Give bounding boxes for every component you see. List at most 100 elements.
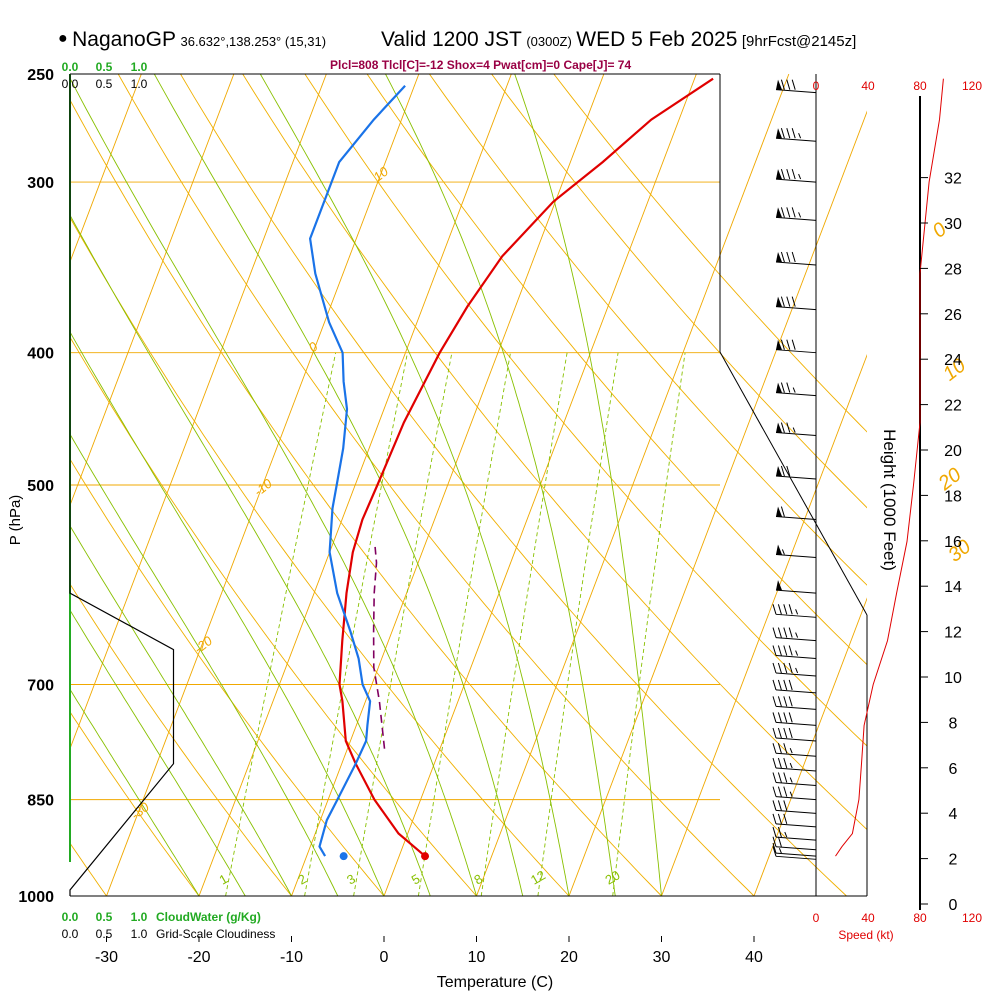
- parcel-profile: [372, 546, 386, 749]
- moist-adiabat-line: [70, 77, 477, 896]
- dry-adiabat-line: [70, 216, 570, 896]
- dry-adiabat-line: [366, 74, 867, 666]
- wind-barb-flag: [772, 846, 777, 857]
- moist-adiabat-line: [70, 688, 200, 896]
- wind-barb-flag: [783, 679, 788, 691]
- wind-barb: [775, 655, 817, 660]
- pressure-tick-label: 1000: [18, 889, 54, 906]
- mixing-ratio-label: 3: [344, 871, 358, 888]
- wind-barb-pennant: [776, 339, 782, 350]
- wind-barb-flag: [783, 813, 788, 825]
- wind-barb-flag: [791, 339, 796, 350]
- cloud-water-scale-bottom: 1.0: [131, 910, 148, 924]
- wind-barb-flag: [786, 168, 791, 180]
- wind-barb: [775, 855, 817, 860]
- wind-barb-pennant: [776, 296, 782, 307]
- moist-adiabat-line: [259, 74, 570, 896]
- wind-barb-halfflag: [798, 133, 802, 139]
- speed-tick-bottom: 40: [861, 911, 875, 925]
- wind-speed-profile: [835, 78, 944, 857]
- wind-barb-flag: [788, 727, 793, 739]
- wind-barb-flag: [783, 604, 788, 615]
- wind-barb: [775, 516, 817, 521]
- wind-barb-halfflag: [778, 847, 782, 854]
- wind-barb-flag: [786, 465, 791, 477]
- wind-barb-halfflag: [795, 632, 799, 638]
- wind-barb-flag: [777, 826, 782, 838]
- wind-barb-pennant: [776, 382, 782, 393]
- height-tick-label: 22: [944, 398, 962, 415]
- moist-adiabat-line: [70, 609, 246, 896]
- dry-adiabat-line: [70, 336, 477, 896]
- height-tick-label: 12: [944, 625, 962, 642]
- height-tick-label: 2: [949, 852, 958, 869]
- wind-barb-flag: [783, 757, 788, 769]
- moist-adiabat-line: [70, 331, 385, 896]
- valid-time: Valid 1200 JST (0300Z) WED 5 Feb 2025 [9…: [381, 28, 856, 52]
- wind-barb: [775, 721, 817, 726]
- wind-barb-halfflag: [792, 387, 796, 393]
- dry-adiabat-line: [553, 74, 867, 433]
- wind-barb-flag: [777, 604, 782, 615]
- wind-barb-halfflag: [789, 748, 793, 754]
- stability-indices: Plcl=808 Tlcl[C]=-12 Shox=4 Pwat[cm]=0 C…: [330, 58, 632, 72]
- dry-adiabat-line: [70, 711, 200, 896]
- pressure-tick-label: 500: [27, 478, 54, 495]
- wind-barb-pennant: [776, 128, 782, 139]
- wind-barb: [775, 613, 817, 618]
- wind-barb-flag: [772, 813, 777, 825]
- pressure-tick-label: 250: [27, 67, 54, 84]
- dry-adiabat-line: [242, 74, 867, 831]
- wind-barb-flag: [772, 772, 777, 783]
- wind-barb-pennant: [776, 422, 782, 433]
- cloudiness-scale-top: 0.5: [96, 77, 113, 91]
- isotherm-line: [70, 74, 327, 750]
- forecast-info: [9hrFcst@2145z]: [741, 33, 857, 50]
- temperature-profile: [338, 77, 714, 857]
- wind-barb: [775, 137, 817, 142]
- wind-barb-flag: [777, 679, 782, 691]
- wind-barb: [775, 89, 817, 94]
- wind-barb: [775, 689, 817, 694]
- wind-barb-pennant: [776, 580, 782, 591]
- dry-adiabat-line: [304, 74, 867, 747]
- wind-barb-flag: [780, 382, 785, 393]
- wind-barb-flag: [786, 422, 791, 433]
- wind-barb-halfflag: [781, 549, 785, 555]
- wind-barb-pennant: [776, 251, 782, 262]
- speed-axis-label: Speed (kt): [838, 928, 893, 942]
- wind-barb: [775, 782, 817, 787]
- header-title: ● NaganoGP 36.632°,138.253° (15,31): [58, 28, 326, 52]
- cloud-water-label: CloudWater (g/Kg): [156, 910, 261, 924]
- wind-barb-pennant: [776, 169, 782, 180]
- valid-date: WED 5 Feb 2025: [576, 28, 738, 51]
- wind-barb-flag: [780, 128, 785, 139]
- wind-barb-flag: [772, 727, 777, 739]
- moist-adiabat-line: [70, 214, 431, 896]
- wind-barb: [775, 261, 817, 266]
- moist-adiabat-line: [514, 74, 662, 896]
- utc-time: (0300Z): [526, 34, 572, 49]
- isotherm-line: [198, 74, 512, 896]
- wind-barb-halfflag: [795, 667, 799, 674]
- isotherm-label: 10: [370, 163, 391, 184]
- wind-barb-flag: [788, 662, 793, 674]
- mixing-ratio-label: 5: [409, 871, 423, 888]
- wind-barb-flag: [783, 786, 788, 797]
- cloudiness-scale-bottom: 1.0: [131, 927, 148, 941]
- speed-tick-top: 120: [962, 79, 982, 93]
- wind-barb-flag: [777, 800, 782, 811]
- wind-barb-flag: [786, 207, 791, 218]
- wind-barb: [775, 705, 817, 710]
- isotherm-line: [106, 74, 420, 896]
- wind-barb-flag: [788, 679, 793, 691]
- wind-barb-flag: [786, 296, 791, 307]
- wind-barb-flag: [777, 772, 782, 783]
- sounding-profiles: [308, 77, 714, 861]
- temp-tick-label: -10: [280, 949, 303, 966]
- wind-barb-flag: [772, 604, 777, 615]
- wind-barb: [775, 852, 817, 857]
- wind-barb-flag: [780, 422, 785, 433]
- wind-barb-flag: [791, 79, 796, 90]
